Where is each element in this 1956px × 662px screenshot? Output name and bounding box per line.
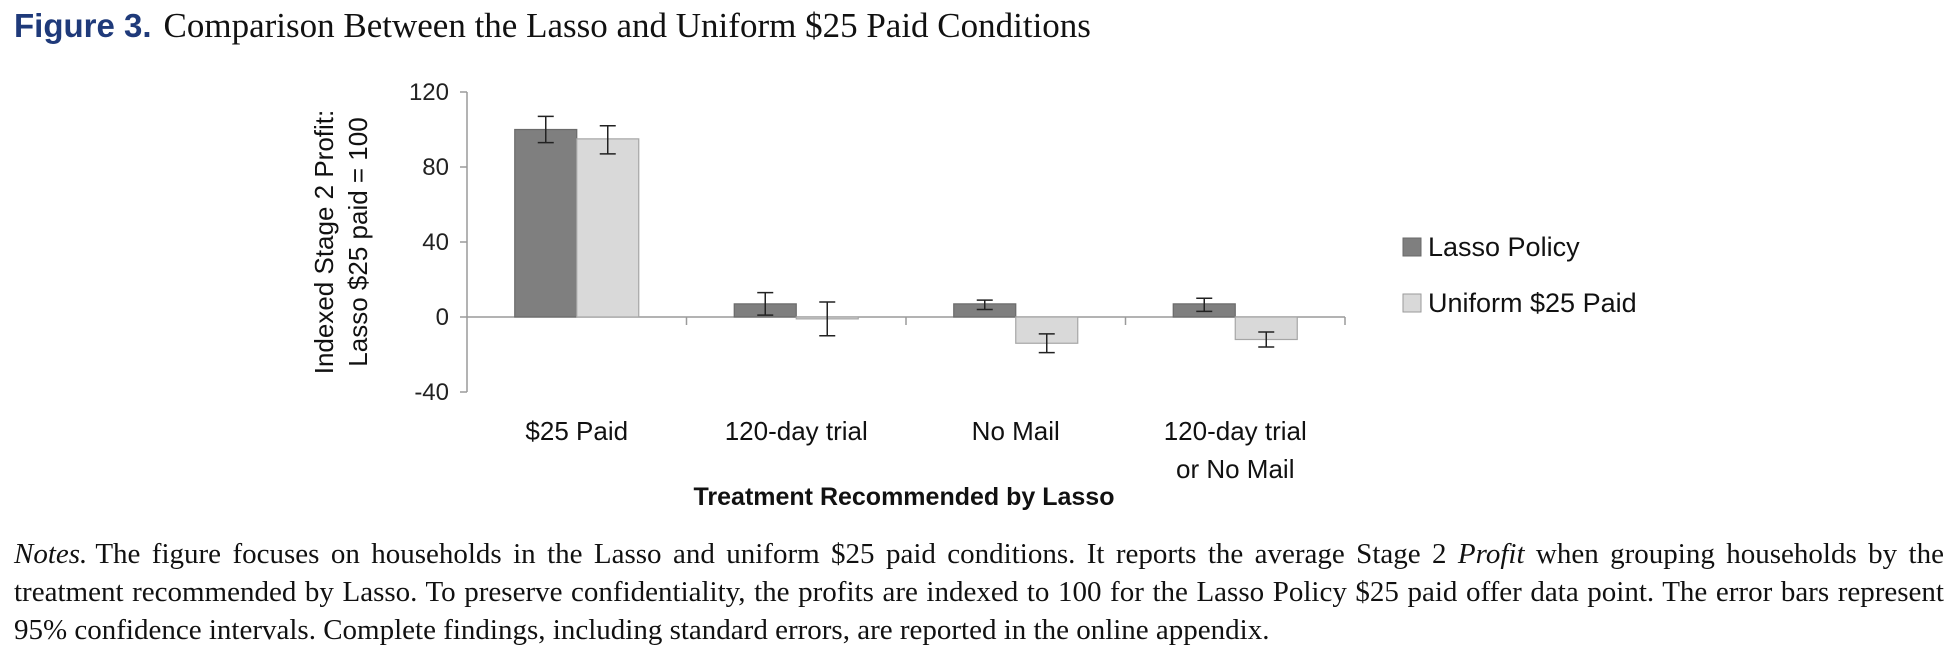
notes-emphasis: Profit <box>1457 538 1525 570</box>
y-tick-label: 80 <box>422 154 449 181</box>
y-tick-label: -40 <box>414 379 449 406</box>
y-tick-label: 0 <box>436 304 449 331</box>
bar <box>576 138 640 318</box>
y-tick-label: 120 <box>409 79 449 106</box>
notes-text-before: The figure focuses on households in the … <box>95 538 1458 570</box>
x-tick-label: $25 Paid <box>525 416 628 446</box>
x-tick-label: or No Mail <box>1176 454 1294 484</box>
x-tick-label: 120-day trial <box>725 416 868 446</box>
y-axis-title: Indexed Stage 2 Profit: <box>309 110 339 375</box>
notes-text-after: when grouping households by the treatmen… <box>14 538 1944 646</box>
figure-notes: Notes. The figure focuses on households i… <box>14 535 1944 649</box>
figure-title-text: Comparison Between the Lasso and Uniform… <box>163 6 1091 45</box>
x-tick-label: No Mail <box>972 416 1060 446</box>
y-tick-label: 40 <box>422 229 449 256</box>
x-axis-title: Treatment Recommended by Lasso <box>694 483 1115 511</box>
legend-swatch <box>1402 293 1422 313</box>
legend-swatch <box>1402 237 1422 257</box>
bar <box>514 128 578 318</box>
figure-label: Figure 3. <box>14 7 152 44</box>
legend-label: Lasso Policy <box>1428 232 1580 262</box>
y-axis-title: Lasso $25 paid = 100 <box>343 117 373 366</box>
notes-label: Notes. <box>14 538 88 570</box>
legend-label: Uniform $25 Paid <box>1428 288 1637 318</box>
bar-chart: -40 0 40 80 120 $25 Paid 120-day trial No Mail 1… <box>309 79 1637 511</box>
figure-title: Figure 3. Comparison Between the Lasso an… <box>14 6 1091 46</box>
x-tick-label: 120-day trial <box>1164 416 1307 446</box>
